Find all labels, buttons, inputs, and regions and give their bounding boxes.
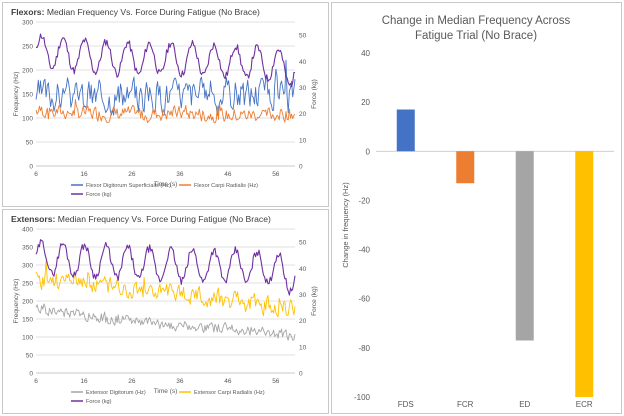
y-tick-label: 300 (22, 263, 33, 270)
y2-tick-label: 50 (299, 33, 307, 40)
y-tick-label: 350 (22, 245, 33, 252)
extensors-chart-panel: Extensors: Median Frequency Vs. Force Du… (2, 209, 329, 414)
flexors-chart: Flexors: Median Frequency Vs. Force Duri… (11, 7, 318, 198)
chart-title: Extensors: Median Frequency Vs. Force Du… (11, 214, 271, 224)
y-tick-label: 50 (26, 353, 34, 360)
chart-title-text: Median Frequency Vs. Force During Fatigu… (55, 214, 271, 224)
x-axis-title: Time (s) (154, 388, 178, 395)
legend-label: Extensor Digitorum (Hz) (86, 390, 146, 396)
y-tick-label: 250 (22, 44, 33, 51)
series-line-1 (35, 303, 296, 341)
x-tick-label: 56 (272, 378, 280, 385)
y2-tick-label: 20 (299, 111, 307, 118)
series-line-1 (35, 59, 296, 116)
y-tick-label: -100 (354, 393, 371, 402)
y2-tick-label: 50 (299, 240, 307, 247)
chart-title: Change in Median Frequency Across Fatigue… (382, 15, 571, 42)
series-line-2 (35, 99, 296, 124)
chart-title-prefix: Flexors: (11, 7, 45, 17)
bar-ed (515, 151, 534, 341)
series-line-2 (35, 260, 296, 318)
y-tick-label: 250 (22, 281, 33, 288)
x-tick-label: 36 (176, 378, 184, 385)
y-axis-title: Frequency (Hz) (13, 72, 20, 117)
x-tick-label: 26 (128, 171, 136, 178)
x-tick-label: ECR (576, 400, 593, 409)
y2-tick-label: 30 (299, 292, 307, 299)
extensors-chart: Extensors: Median Frequency Vs. Force Du… (11, 214, 318, 405)
flexors-chart-panel: Flexors: Median Frequency Vs. Force Duri… (2, 2, 329, 207)
y-tick-label: 0 (366, 147, 371, 156)
chart-title-line-2: Fatigue Trial (No Brace) (415, 30, 537, 42)
legend-label: Force (kg) (86, 399, 112, 405)
y2-tick-label: 20 (299, 318, 307, 325)
y2-tick-label: 40 (299, 59, 307, 66)
y2-tick-label: 40 (299, 266, 307, 273)
bar-fds (396, 109, 415, 152)
y-tick-label: 300 (22, 20, 33, 27)
legend-label: Flexor Digitorum Superficialis (Hz) (86, 183, 171, 189)
y-tick-label: 400 (22, 227, 33, 234)
y-tick-label: 150 (22, 92, 33, 99)
series-line-3 (35, 33, 296, 88)
chart-title: Flexors: Median Frequency Vs. Force Duri… (11, 7, 260, 17)
chart-title-text: Median Frequency Vs. Force During Fatigu… (44, 7, 260, 17)
y-axis-title: Change in frequency (Hz) (341, 182, 350, 268)
y-tick-label: 0 (29, 164, 33, 171)
x-tick-label: 6 (34, 171, 38, 178)
x-tick-label: 36 (176, 171, 184, 178)
x-tick-label: 46 (224, 171, 232, 178)
legend-label: Force (kg) (86, 192, 112, 198)
legend-label: Flexor Carpi Radialis (Hz) (194, 183, 258, 189)
y-axis-title: Frequency (Hz) (13, 279, 20, 324)
change-chart-panel: Change in Median Frequency Across Fatigue… (331, 2, 622, 414)
x-tick-label: FDS (398, 400, 414, 409)
y-tick-label: 100 (22, 335, 33, 342)
y2-tick-label: 30 (299, 85, 307, 92)
y2-axis-title: Force (kg) (311, 286, 318, 316)
x-tick-label: FCR (457, 400, 474, 409)
y-tick-label: -80 (358, 344, 370, 353)
y2-tick-label: 0 (299, 164, 303, 171)
legend-label: Extensor Carpi Radialis (Hz) (194, 390, 265, 396)
x-axis-title: Time (s) (154, 181, 178, 188)
x-tick-label: 46 (224, 378, 232, 385)
change-bar-chart: Change in Median Frequency Across Fatigue… (341, 15, 614, 409)
y2-tick-label: 10 (299, 344, 307, 351)
y-tick-label: 40 (361, 49, 370, 58)
x-tick-label: 26 (128, 378, 136, 385)
y2-tick-label: 0 (299, 371, 303, 378)
bar-ecr (575, 151, 594, 397)
chart-title-line-1: Change in Median Frequency Across (382, 15, 571, 27)
x-tick-label: 16 (80, 171, 88, 178)
y-tick-label: 50 (26, 140, 34, 147)
x-tick-label: 16 (80, 378, 88, 385)
y-tick-label: -40 (358, 246, 370, 255)
y2-axis-title: Force (kg) (311, 79, 318, 109)
y2-tick-label: 10 (299, 137, 307, 144)
x-tick-label: ED (519, 400, 530, 409)
y-tick-label: 200 (22, 299, 33, 306)
y-tick-label: -60 (358, 295, 370, 304)
bar-fcr (456, 151, 475, 184)
y-tick-label: 150 (22, 317, 33, 324)
y-tick-label: 100 (22, 116, 33, 123)
y-tick-label: 20 (361, 98, 370, 107)
y-tick-label: 0 (29, 371, 33, 378)
series-line-3 (35, 239, 296, 296)
chart-title-prefix: Extensors: (11, 214, 56, 224)
x-tick-label: 6 (34, 378, 38, 385)
y-tick-label: 200 (22, 68, 33, 75)
y-tick-label: -20 (358, 196, 370, 205)
x-tick-label: 56 (272, 171, 280, 178)
